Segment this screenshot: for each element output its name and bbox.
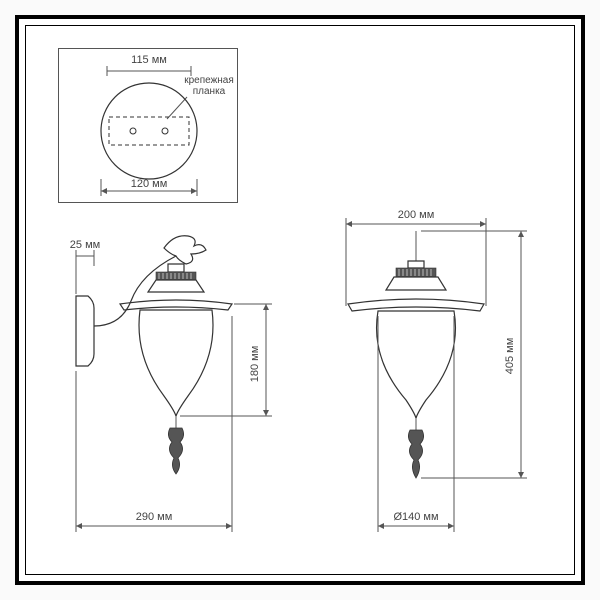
label-180: 180 мм	[249, 346, 261, 383]
label-plate-2: планка	[193, 86, 226, 97]
label-200: 200 мм	[398, 209, 435, 221]
label-290: 290 мм	[136, 511, 173, 523]
label-plate-1: крепежная	[184, 75, 234, 86]
outer-frame: 115 мм крепежная планка 120 мм	[15, 15, 585, 585]
label-115: 115 мм	[131, 54, 167, 66]
main-svg: 25 мм	[46, 206, 566, 566]
inner-frame: 115 мм крепежная планка 120 мм	[25, 25, 575, 575]
label-25: 25 мм	[70, 239, 100, 251]
mounting-circle	[101, 83, 197, 179]
label-120: 120 мм	[131, 178, 168, 190]
main-drawing-area: 25 мм	[46, 206, 566, 566]
side-view: 25 мм	[70, 236, 272, 532]
front-view: 200 мм	[346, 209, 527, 532]
label-405: 405 мм	[504, 338, 516, 375]
label-d140: Ø140 мм	[393, 511, 438, 523]
mounting-plate	[109, 117, 189, 145]
mounting-detail-svg: 115 мм крепежная планка 120 мм	[59, 49, 239, 204]
mounting-detail-box: 115 мм крепежная планка 120 мм	[58, 48, 238, 203]
